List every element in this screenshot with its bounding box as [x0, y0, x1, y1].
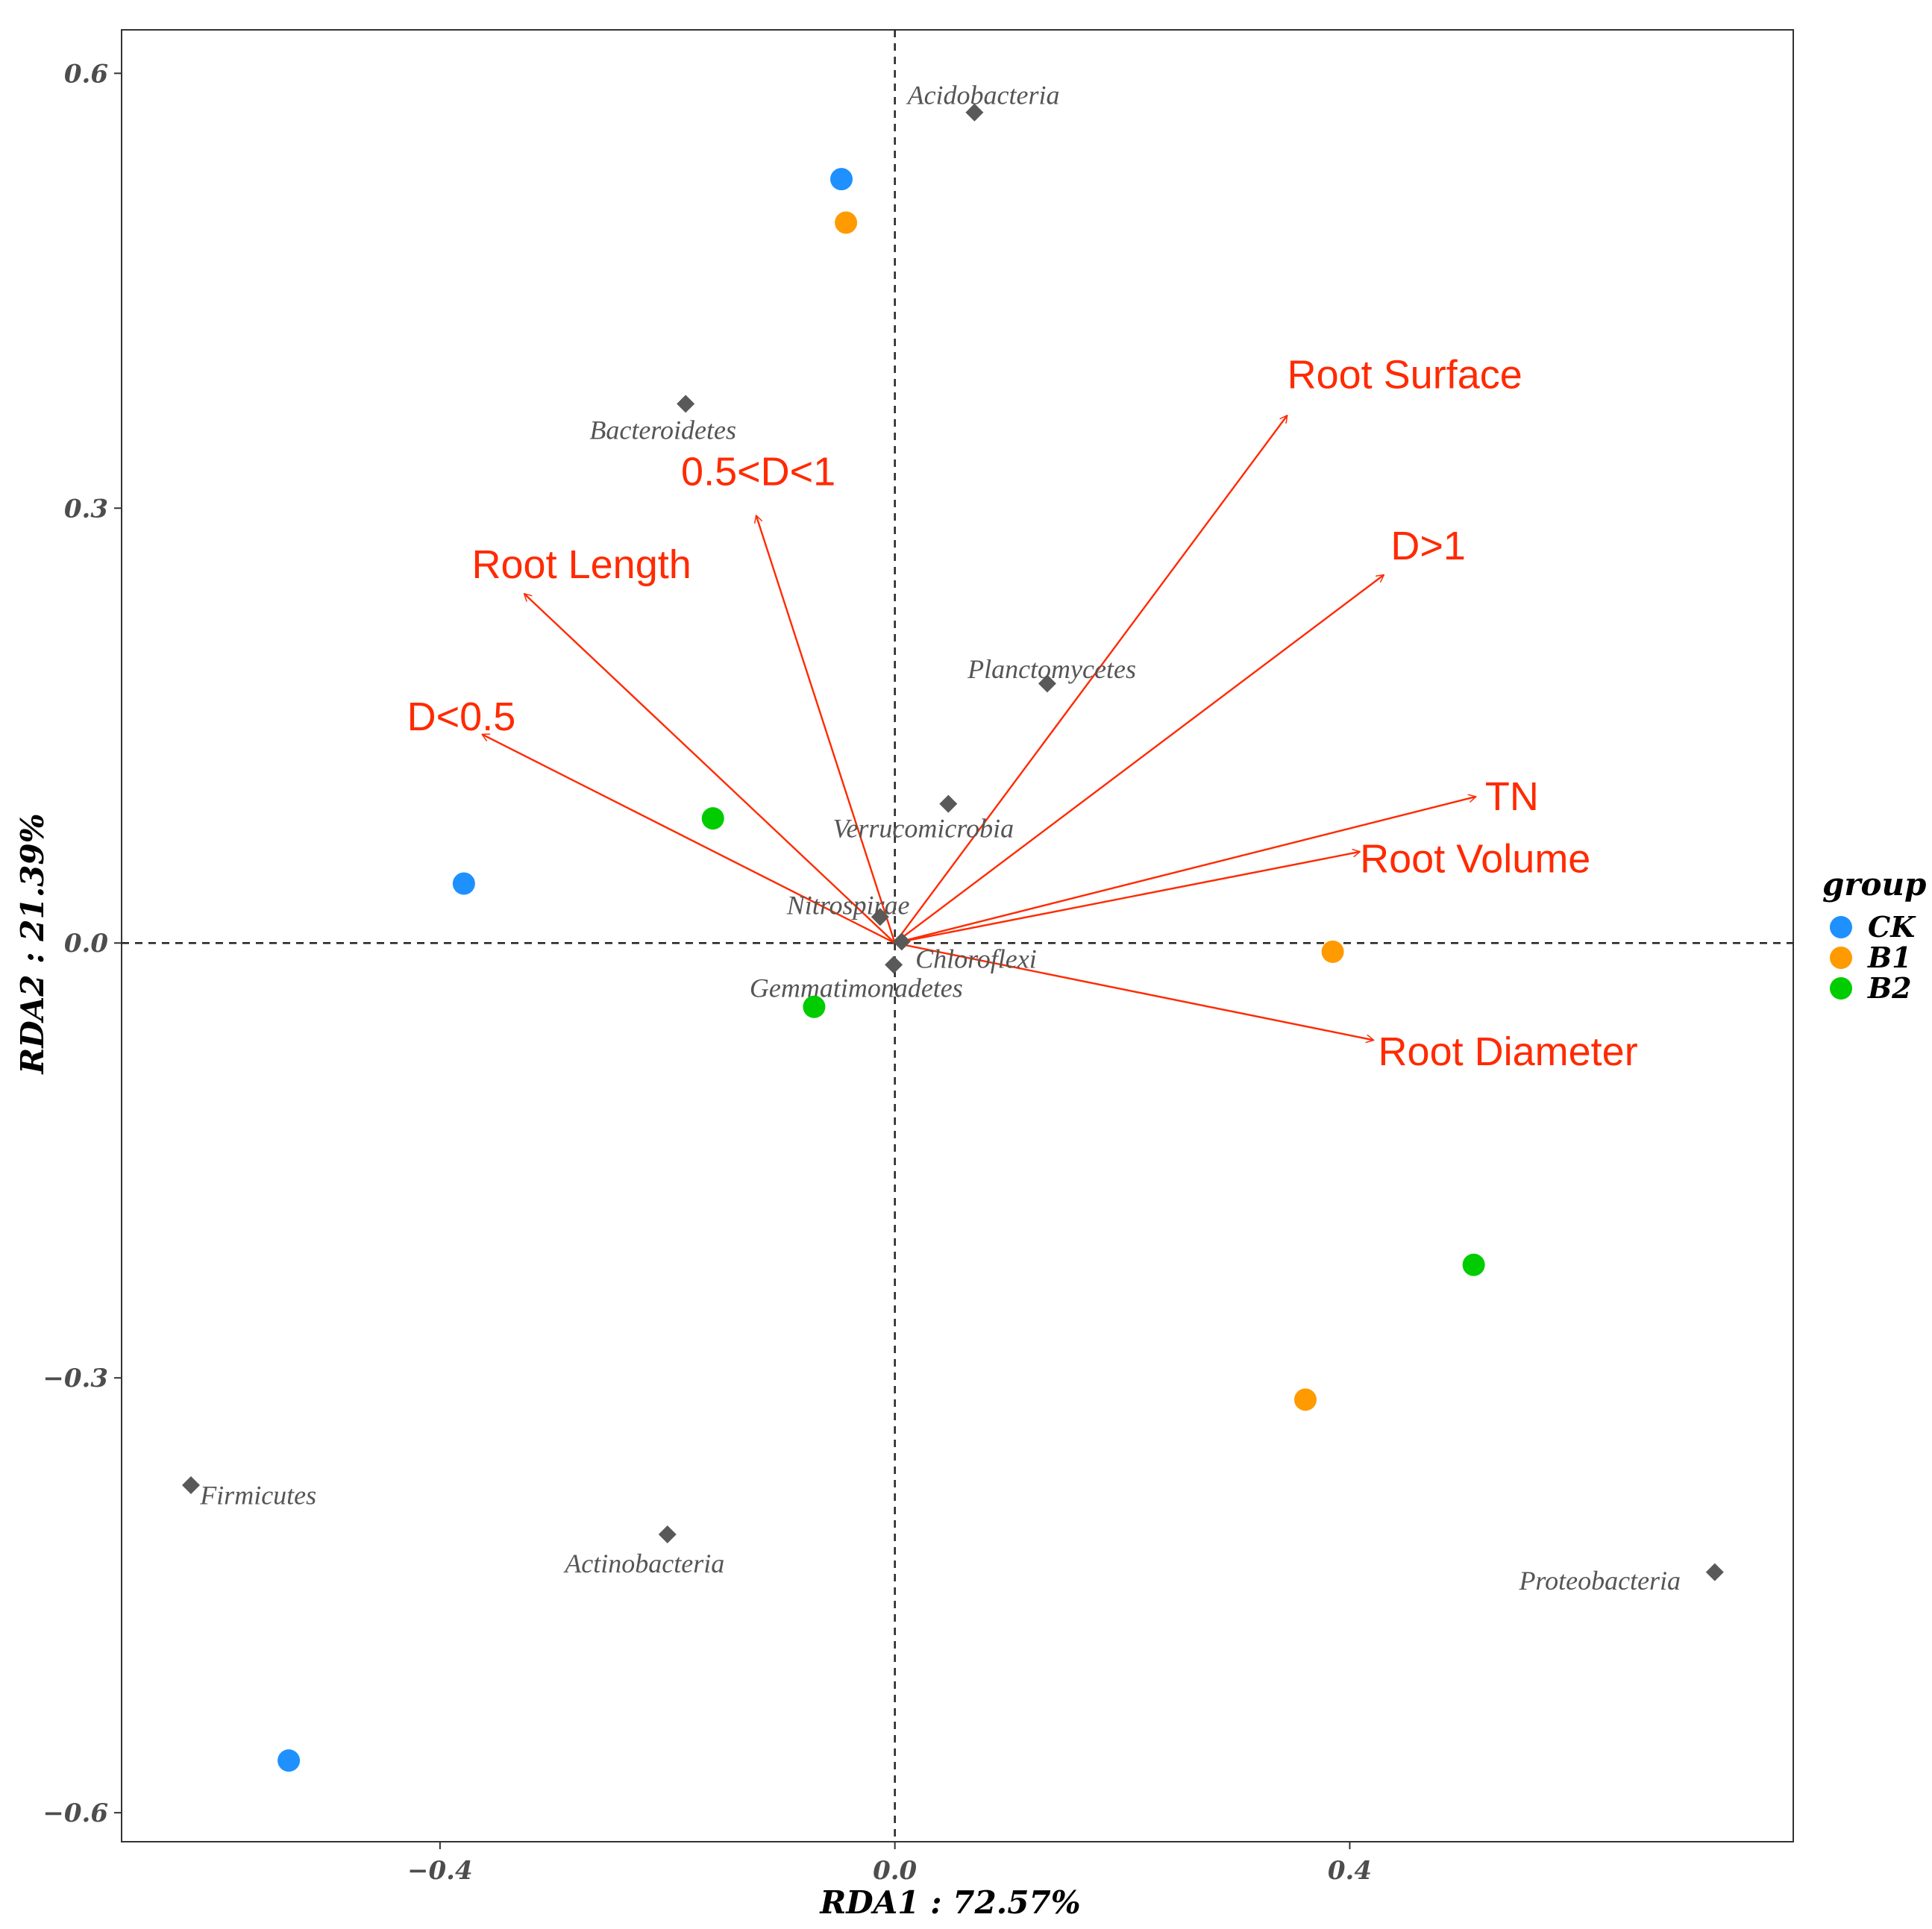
- vector-root-volume: [894, 852, 1361, 944]
- env-vectors: Root Surface 0.5<D<1 Root Length D>1 D<0.5 TN…: [407, 352, 1638, 1073]
- sample-point-ck: [452, 872, 475, 895]
- x-axis-ticks: −0.4 0.0 0.4: [407, 1842, 1372, 1886]
- species-label-firmicutes: Firmicutes: [199, 1481, 316, 1511]
- sample-point-b2: [701, 807, 724, 830]
- vector-root-length: [524, 594, 896, 944]
- legend-title: group: [1822, 866, 1926, 903]
- legend-label-ck: CK: [1868, 910, 1916, 944]
- y-tick-label: 0.0: [64, 929, 108, 959]
- legend-key-ck: [1830, 916, 1852, 938]
- x-axis-title: RDA1 : 72.57%: [819, 1884, 1080, 1921]
- vector-root-surface: [894, 415, 1288, 944]
- species-label-planctomycetes: Planctomycetes: [967, 654, 1136, 684]
- species-label-nitrospirae: Nitrospirae: [786, 891, 910, 920]
- species-point-planctomycetes: [1038, 674, 1056, 693]
- species-point-gemmatimonadetes: [885, 956, 903, 974]
- sample-point-b2: [803, 995, 826, 1018]
- y-tick-label: 0.6: [64, 59, 108, 89]
- species-point-chloroflexi: [892, 932, 911, 951]
- y-axis-title: RDA2 : 21.39%: [14, 813, 51, 1074]
- legend-label-b2: B2: [1867, 971, 1912, 1005]
- species-point-proteobacteria: [1705, 1563, 1724, 1581]
- sample-points: [277, 168, 1485, 1772]
- species-point-nitrospirae: [871, 908, 889, 926]
- legend-key-b2: [1830, 977, 1852, 1000]
- vector-label-root-length: Root Length: [472, 542, 691, 587]
- vector-label-d-1: D>1: [1390, 524, 1466, 568]
- sample-point-ck: [277, 1749, 301, 1772]
- species-label-chloroflexi: Chloroflexi: [915, 944, 1037, 974]
- species-point-actinobacteria: [658, 1525, 677, 1544]
- species-label-actinobacteria: Actinobacteria: [563, 1549, 724, 1578]
- species-label-bacteroidetes: Bacteroidetes: [589, 415, 736, 445]
- sample-point-ck: [830, 168, 853, 191]
- vector-tn: [894, 797, 1476, 944]
- species-label-proteobacteria: Proteobacteria: [1518, 1566, 1681, 1596]
- species-point-firmicutes: [181, 1475, 200, 1494]
- x-tick-label: 0.4: [1328, 1856, 1372, 1886]
- y-tick-label: −0.3: [43, 1364, 108, 1393]
- species-label-verrucomicrobia: Verrucomicrobia: [832, 814, 1014, 844]
- species-point-acidobacteria: [965, 103, 984, 122]
- vector-label-root-surface: Root Surface: [1288, 352, 1522, 397]
- sample-point-b1: [1321, 940, 1344, 963]
- zero-lines: [122, 30, 1793, 1842]
- vector-label-root-diameter: Root Diameter: [1379, 1029, 1638, 1074]
- y-tick-label: −0.6: [43, 1798, 108, 1828]
- x-tick-label: 0.0: [873, 1856, 917, 1886]
- legend-label-b1: B1: [1867, 941, 1912, 974]
- sample-point-b1: [835, 211, 858, 234]
- y-tick-label: 0.3: [64, 494, 108, 524]
- y-axis-ticks: −0.6 −0.3 0.0 0.3 0.6: [43, 59, 122, 1828]
- plot-panel: [121, 29, 1794, 1842]
- vector-label-d-0-5: D<0.5: [407, 694, 516, 739]
- species-points: Acidobacteria Bacteroidetes Planctomycetes…: [181, 80, 1724, 1596]
- vector-d-0-5: [482, 734, 896, 944]
- sample-point-b1: [1293, 1388, 1317, 1411]
- x-tick-label: −0.4: [407, 1856, 473, 1886]
- species-label-gemmatimonadetes: Gemmatimonadetes: [750, 973, 963, 1003]
- vector-label-tn: TN: [1485, 774, 1539, 819]
- legend-key-b1: [1830, 947, 1852, 969]
- species-point-verrucomicrobia: [939, 794, 958, 813]
- sample-point-b2: [1462, 1253, 1485, 1276]
- vector-label-0-5-d-1: 0.5<D<1: [681, 450, 835, 495]
- vector-label-root-volume: Root Volume: [1360, 837, 1590, 882]
- species-label-acidobacteria: Acidobacteria: [906, 80, 1060, 110]
- species-point-bacteroidetes: [677, 395, 695, 413]
- vector-0-5-d-1: [756, 515, 896, 944]
- vector-d-1: [894, 574, 1384, 944]
- vector-root-diameter: [894, 942, 1374, 1040]
